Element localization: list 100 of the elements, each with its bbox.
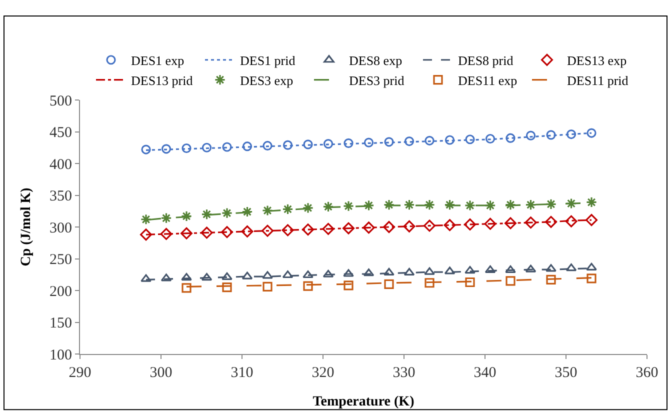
x-tick-label: 360 [636, 365, 658, 381]
point [202, 142, 212, 152]
point [504, 217, 517, 230]
point [140, 274, 152, 282]
y-tick-label: 200 [50, 284, 72, 300]
legend-label: DES3 prid [349, 72, 405, 88]
point [262, 140, 272, 151]
y-tick-label: 400 [50, 156, 72, 173]
point [465, 134, 475, 144]
point [444, 219, 456, 232]
point [506, 133, 516, 143]
x-tick-label: 350 [554, 365, 578, 381]
point [484, 218, 496, 230]
point [322, 201, 334, 212]
point [303, 140, 313, 150]
point [444, 135, 455, 145]
point [485, 134, 496, 144]
legend-label: DES8 exp [349, 52, 402, 68]
legend-label: DES8 prid [458, 52, 514, 68]
point [566, 263, 577, 272]
point [566, 129, 576, 140]
point [303, 281, 313, 291]
point [504, 199, 516, 210]
point [160, 228, 172, 240]
point [424, 199, 436, 210]
x-tick-label: 300 [150, 365, 172, 381]
point [484, 200, 496, 212]
legend-label: DES11 exp [458, 72, 518, 88]
point [221, 207, 233, 219]
point [282, 204, 294, 215]
point [545, 216, 558, 228]
point [282, 270, 294, 278]
point [384, 268, 394, 276]
point [140, 228, 152, 241]
point [525, 199, 536, 210]
point [586, 128, 596, 138]
point [161, 144, 172, 154]
point [241, 225, 254, 238]
legend-label: DES11 prid [567, 72, 629, 88]
point [586, 196, 598, 208]
point [384, 279, 394, 289]
point [222, 282, 232, 292]
point [383, 221, 396, 233]
legend-label: DES13 exp [567, 52, 627, 68]
point [302, 270, 314, 278]
point [506, 276, 516, 286]
point [464, 200, 476, 212]
point [424, 267, 435, 275]
x-tick-label: 310 [230, 365, 254, 381]
point [404, 268, 415, 276]
legend-label: DES13 prid [131, 72, 194, 88]
point [362, 222, 375, 234]
point [384, 137, 394, 147]
point [526, 130, 536, 140]
point [282, 140, 293, 150]
y-tick-label: 150 [50, 316, 72, 332]
x-axis-title: Temperature (K) [312, 394, 415, 410]
point [344, 138, 354, 148]
point [444, 199, 456, 210]
point [323, 139, 334, 149]
point [343, 269, 354, 277]
point [182, 143, 192, 154]
point [322, 222, 334, 235]
point [546, 264, 556, 272]
point [141, 144, 151, 154]
x-tick-label: 320 [312, 365, 334, 381]
point [424, 278, 434, 288]
point [181, 273, 192, 281]
point [344, 280, 354, 290]
point [262, 224, 274, 237]
point [545, 198, 557, 210]
y-tick-label: 250 [50, 252, 72, 268]
point [546, 274, 556, 285]
point [546, 130, 556, 140]
x-tick-label: 290 [68, 365, 92, 381]
point [201, 208, 212, 220]
point [404, 136, 414, 146]
point [565, 215, 578, 228]
point [464, 266, 476, 274]
y-tick-label: 100 [50, 347, 72, 364]
point [586, 262, 597, 270]
point [222, 142, 232, 152]
point [403, 220, 416, 232]
legend-label: DES3 exp [240, 72, 294, 88]
point [140, 214, 152, 225]
point [566, 198, 577, 210]
point [221, 226, 234, 238]
point [262, 271, 273, 279]
y-axis-title: Cp (J/mol K) [19, 187, 34, 266]
point [505, 265, 516, 273]
point [160, 212, 172, 224]
y-tick-label: 300 [50, 220, 72, 236]
point [182, 283, 192, 293]
point [242, 206, 253, 218]
point [282, 224, 294, 236]
point [262, 282, 272, 292]
point [302, 224, 314, 236]
point [180, 210, 192, 222]
y-tick-label: 350 [50, 188, 72, 204]
point [524, 216, 537, 229]
